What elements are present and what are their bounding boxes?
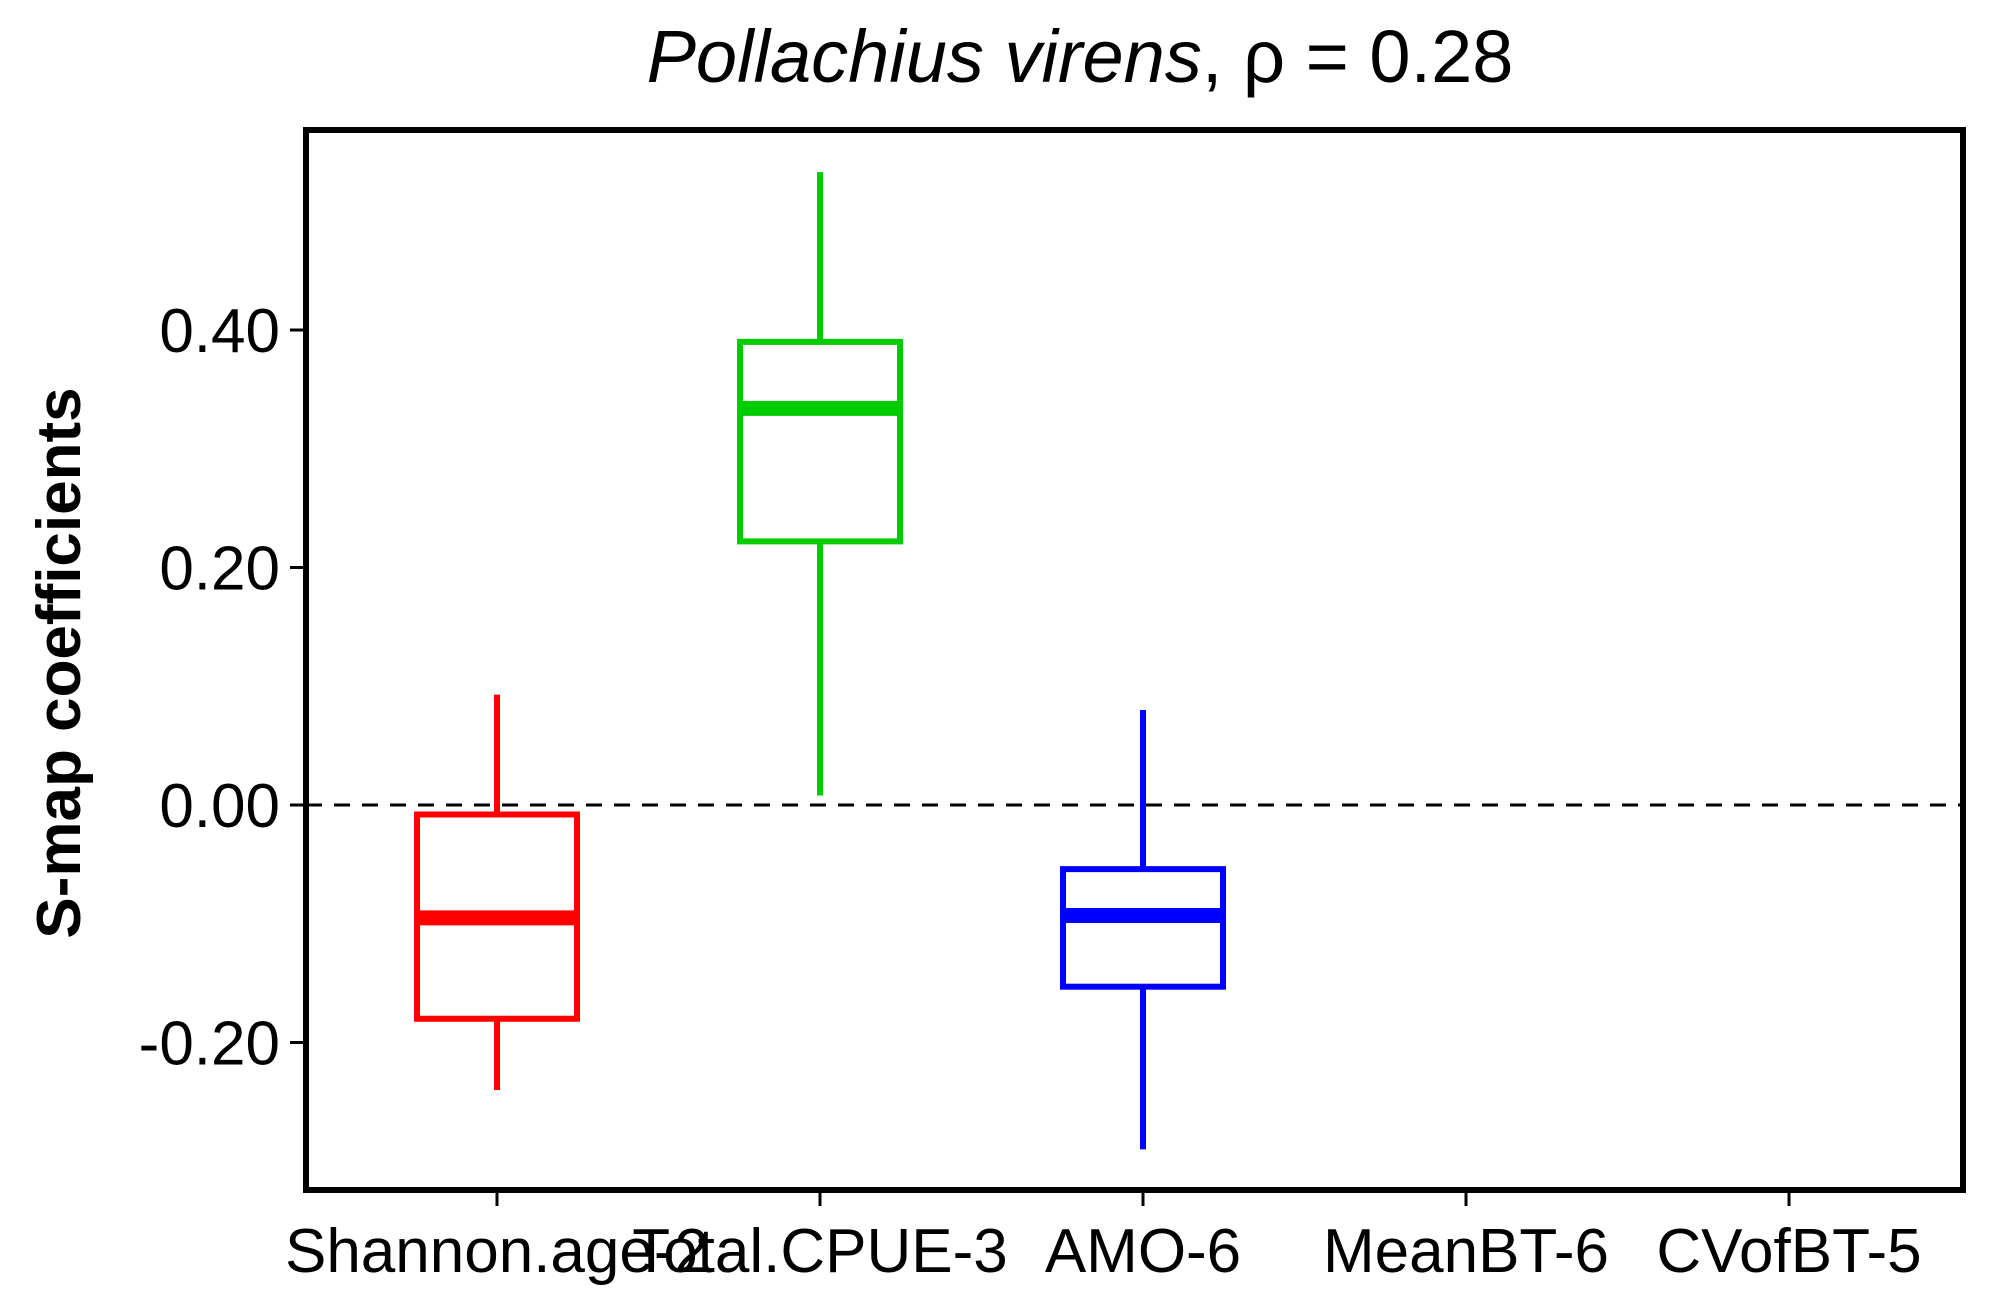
title-species: Pollachius virens <box>647 15 1202 98</box>
x-tick-label: AMO-6 <box>1045 1217 1241 1286</box>
y-tick-label: -0.20 <box>139 1010 280 1079</box>
y-tick-label: 0.20 <box>159 535 280 604</box>
x-tick-label: Total.CPUE-3 <box>632 1217 1008 1286</box>
y-tick-label: 0.00 <box>159 772 280 841</box>
plot-area: -0.20 0.00 0.20 0.40 Shannon.age-2Total.CPUE… <box>139 127 1966 1286</box>
x-tick-label: MeanBT-6 <box>1323 1217 1609 1286</box>
y-axis-title: S-map coefficients <box>25 387 94 938</box>
x-tick-label: CVofBT-5 <box>1656 1217 1921 1286</box>
iqr-box <box>1060 866 1226 990</box>
iqr-box <box>737 338 903 545</box>
x-tick-label: Shannon.age-2 <box>285 1217 709 1286</box>
title-suffix: , ρ = 0.28 <box>1202 15 1514 98</box>
chart-title: Pollachius virens, ρ = 0.28 <box>647 15 1514 98</box>
plot-border <box>303 127 1966 1193</box>
y-tick-label: 0.40 <box>159 297 280 366</box>
